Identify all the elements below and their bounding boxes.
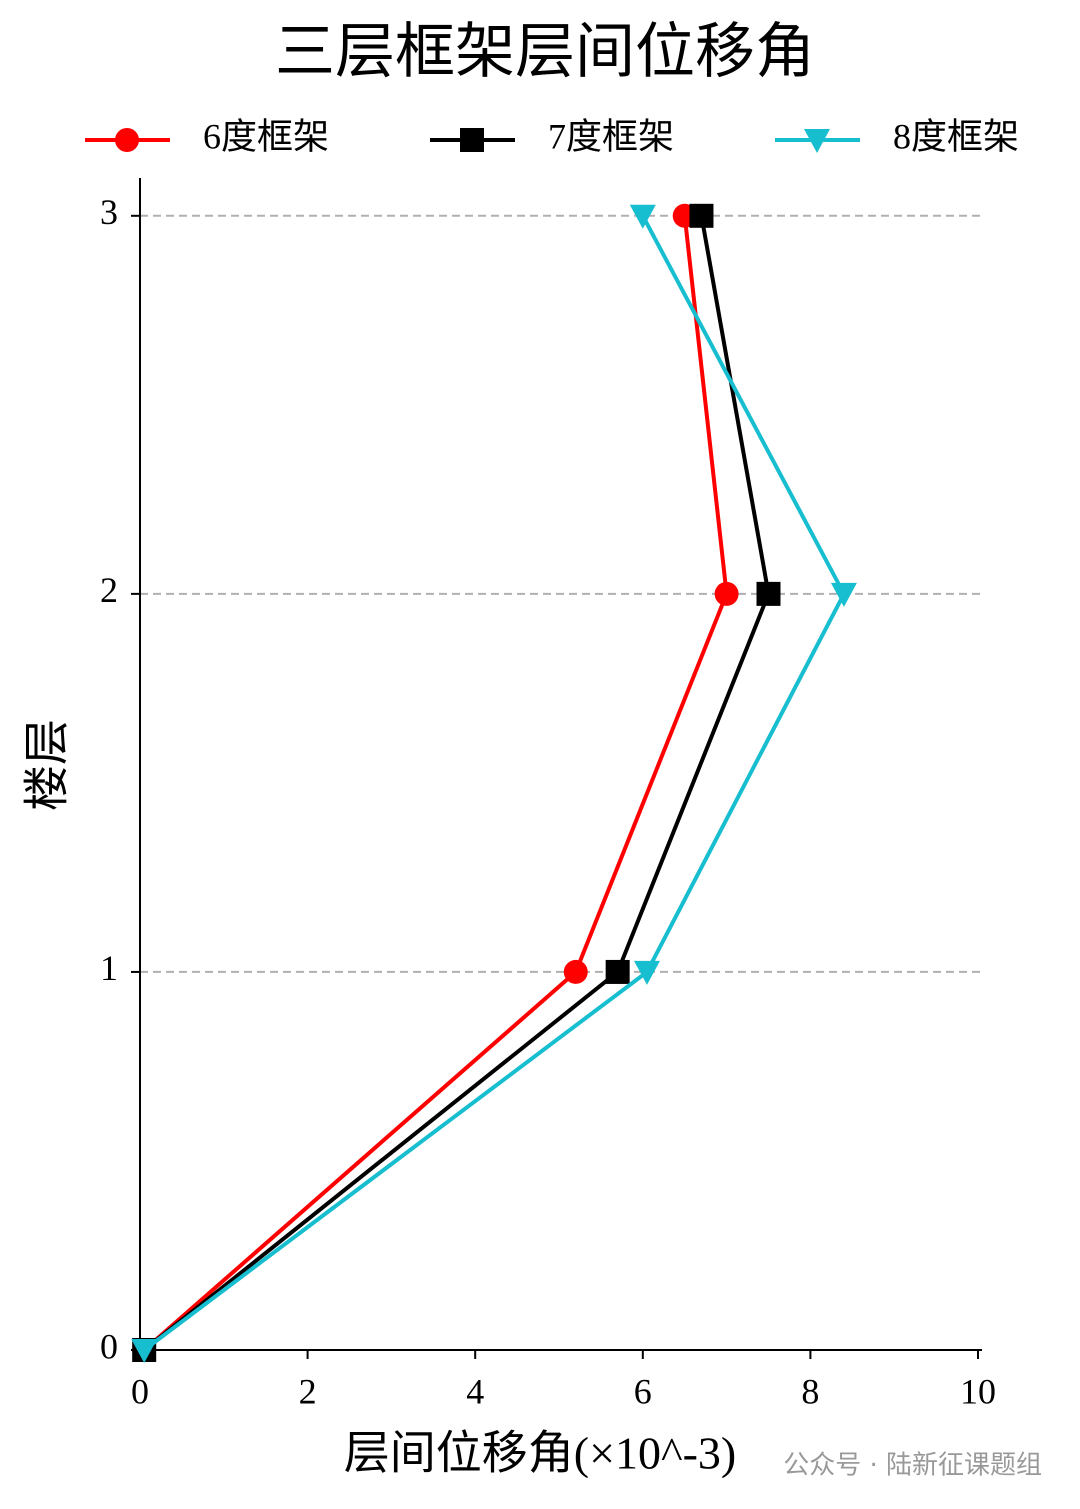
x-tick-label: 6	[634, 1371, 652, 1411]
x-tick-label: 10	[960, 1371, 996, 1411]
legend-marker	[115, 128, 139, 152]
data-point	[689, 203, 714, 228]
data-point	[633, 960, 660, 985]
legend-label: 7度框架	[548, 116, 674, 156]
series-line	[142, 214, 847, 1352]
y-tick-label: 1	[100, 948, 118, 988]
data-point	[563, 959, 588, 984]
x-tick-label: 0	[131, 1371, 149, 1411]
legend-marker	[460, 128, 484, 152]
y-axis-label: 楼层	[22, 719, 73, 811]
series-line	[142, 215, 771, 1352]
data-point	[830, 582, 857, 607]
legend-marker	[804, 129, 830, 153]
legend-label: 8度框架	[893, 116, 1019, 156]
x-axis-label: 层间位移角(×10^-3)	[344, 1428, 736, 1479]
y-tick-label: 2	[100, 570, 118, 610]
series-line	[142, 215, 729, 1352]
data-point	[131, 1339, 158, 1363]
chart-title: 三层框架层间位移角	[275, 19, 815, 85]
x-tick-label: 8	[801, 1371, 819, 1411]
data-point	[605, 959, 630, 984]
data-point	[756, 581, 781, 606]
y-tick-label: 3	[100, 192, 118, 232]
x-tick-label: 2	[299, 1371, 317, 1411]
watermark: 公众号 · 陆新征课题组	[783, 1451, 1042, 1481]
data-point	[629, 204, 656, 229]
legend-label: 6度框架	[203, 116, 329, 156]
data-point	[714, 581, 739, 606]
y-tick-label: 0	[100, 1326, 118, 1366]
x-tick-label: 4	[466, 1371, 484, 1411]
